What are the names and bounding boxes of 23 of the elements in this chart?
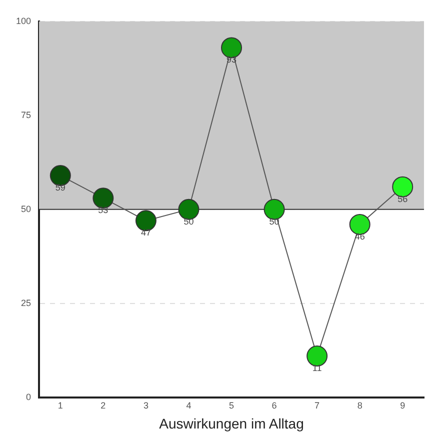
x-tick-label: 6 xyxy=(272,400,277,410)
y-tick-label: 75 xyxy=(21,110,32,120)
data-label: 11 xyxy=(312,363,322,374)
point xyxy=(349,214,370,235)
data-label: 50 xyxy=(184,216,194,226)
x-tick-label: 3 xyxy=(143,400,148,410)
x-tick-label: 1 xyxy=(58,400,63,410)
x-tick-label: 8 xyxy=(357,400,362,410)
y-tick-label: 0 xyxy=(26,392,32,402)
x-tick-label: 2 xyxy=(100,400,106,410)
point xyxy=(392,176,414,198)
x-axis-title: Auswirkungen im Alltag xyxy=(159,415,304,432)
y-tick-label: 100 xyxy=(16,16,32,26)
y-tick-label: 50 xyxy=(21,204,32,214)
x-tick-label: 5 xyxy=(229,400,234,410)
data-label: 59 xyxy=(55,182,66,193)
point xyxy=(178,198,200,220)
y-tick-label: 25 xyxy=(21,298,32,308)
x-tick-label: 7 xyxy=(314,400,320,410)
point xyxy=(264,198,285,220)
x-tick-label: 9 xyxy=(400,400,406,410)
x-tick-label: 4 xyxy=(186,400,192,410)
data-label: 56 xyxy=(398,194,408,204)
